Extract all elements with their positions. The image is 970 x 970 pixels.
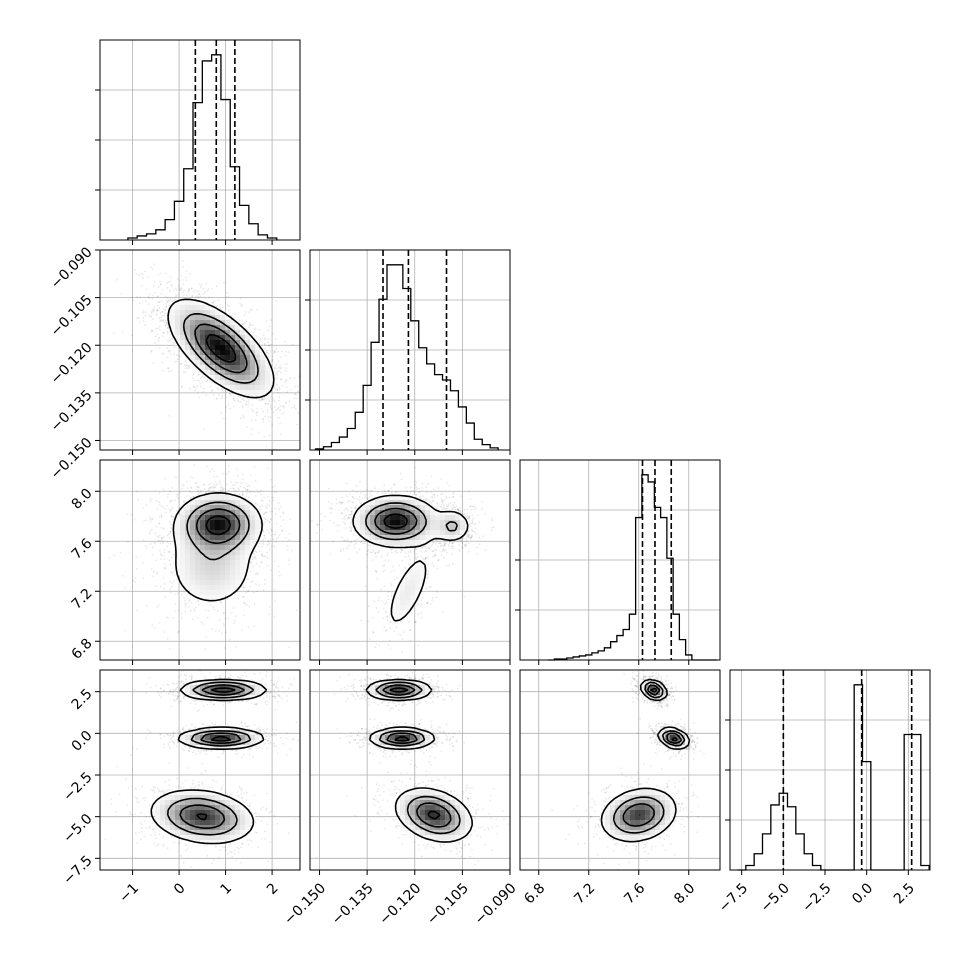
y-tick-label: 8.0 <box>69 486 96 513</box>
y-tick-label: −0.135 <box>48 387 96 435</box>
density-contours <box>365 678 473 843</box>
panel-frame <box>99 459 301 661</box>
y-tick-label: −0.090 <box>48 244 96 292</box>
x-tick-label: −0.105 <box>424 880 472 928</box>
panel-frame <box>519 669 721 871</box>
grid-lines <box>310 250 510 450</box>
scatter-panel-1-0 <box>99 249 301 451</box>
x-tick-label: −0.120 <box>376 880 424 928</box>
histogram-steps <box>127 54 278 240</box>
x-tick-label: 7.6 <box>621 880 648 907</box>
scatter-panel-3-0 <box>99 669 301 871</box>
histogram-panel-0 <box>95 39 301 241</box>
panel-frame <box>519 459 721 661</box>
grid-lines <box>520 460 720 660</box>
histogram-panel-2 <box>515 459 721 661</box>
x-tick-label: −1 <box>116 880 142 906</box>
grid-lines <box>730 670 930 870</box>
corner-plot-panels: −0.150−0.135−0.120−0.105−0.0906.87.27.68… <box>48 39 931 928</box>
y-tick-label: −0.120 <box>48 340 96 388</box>
x-tick-label: 0 <box>171 880 189 898</box>
x-tick-label: −5.0 <box>758 880 793 915</box>
x-tick-label: 2.5 <box>891 880 918 907</box>
panel-frame <box>309 249 511 451</box>
density-shading <box>170 300 276 401</box>
y-tick-label: −7.5 <box>60 853 95 888</box>
grid-lines <box>100 40 300 240</box>
y-tick-label: −0.150 <box>48 435 96 483</box>
panel-frame <box>729 669 931 871</box>
x-tick-label: −0.090 <box>472 880 520 928</box>
x-tick-label: 7.2 <box>571 880 598 907</box>
density-shading <box>370 680 471 841</box>
histogram-steps <box>314 264 499 450</box>
x-tick-label: 6.8 <box>521 880 548 907</box>
panel-frame <box>99 249 301 451</box>
y-tick-label: −5.0 <box>60 811 95 846</box>
scatter-panel-2-1 <box>309 459 511 661</box>
y-tick-label: 7.6 <box>69 536 96 563</box>
panel-frame <box>99 669 301 871</box>
y-tick-label: −0.105 <box>48 292 96 340</box>
density-contours <box>172 492 263 602</box>
x-tick-label: −0.135 <box>329 880 377 928</box>
scatter-panel-3-1 <box>309 669 511 871</box>
y-tick-label: 0.0 <box>69 728 96 755</box>
y-tick-label: 6.8 <box>69 636 96 663</box>
histogram-steps <box>548 474 717 661</box>
x-tick-label: −2.5 <box>799 880 834 915</box>
density-contours <box>150 678 268 845</box>
histogram-panel-3 <box>725 669 931 871</box>
density-shading <box>175 495 261 601</box>
scatter-panel-2-0 <box>99 459 301 661</box>
x-tick-label: 0.0 <box>849 880 876 907</box>
density-contours <box>167 298 275 399</box>
x-tick-label: −7.5 <box>716 880 751 915</box>
histogram-steps <box>737 684 930 871</box>
x-tick-label: 8.0 <box>671 880 698 907</box>
density-contours <box>600 678 691 843</box>
x-tick-label: −0.150 <box>281 880 329 928</box>
x-tick-label: 1 <box>218 880 236 898</box>
x-tick-label: 2 <box>264 880 282 898</box>
panel-frame <box>309 459 511 661</box>
panel-frame <box>309 669 511 871</box>
panel-frame <box>99 39 301 241</box>
y-tick-label: −2.5 <box>60 769 95 804</box>
grid-lines <box>310 460 510 660</box>
histogram-panel-1 <box>305 249 511 451</box>
y-tick-label: 2.5 <box>69 686 96 713</box>
y-tick-label: 7.2 <box>69 586 96 613</box>
density-contours <box>352 494 469 622</box>
scatter-panel-3-2 <box>519 669 721 871</box>
